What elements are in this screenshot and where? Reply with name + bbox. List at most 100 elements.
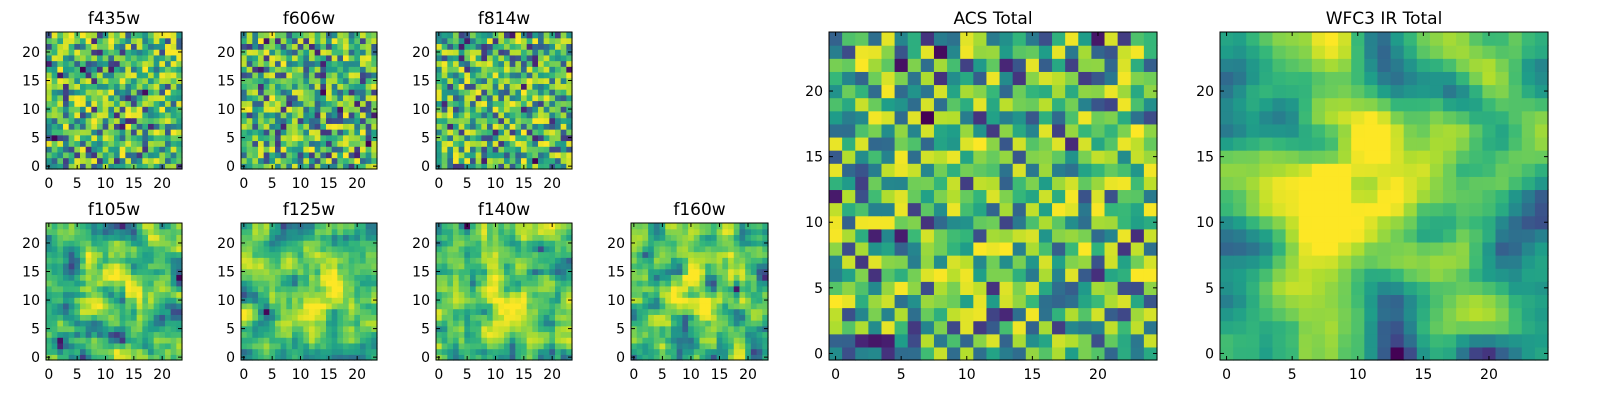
heatmap-cell (154, 55, 160, 61)
heatmap-cell (74, 135, 80, 141)
heatmap-cell (688, 314, 694, 320)
heatmap-cell (442, 95, 448, 101)
heatmap-cell (46, 101, 52, 107)
heatmap-cell (63, 257, 69, 263)
heatmap-cell (476, 274, 482, 280)
heatmap-cell (252, 326, 258, 332)
heatmap-cell (252, 32, 258, 38)
heatmap-cell (1131, 189, 1145, 203)
heatmap-cell (326, 43, 332, 49)
heatmap-cell (1105, 347, 1119, 361)
heatmap-cell (464, 55, 470, 61)
heatmap-cell (1000, 137, 1014, 151)
heatmap-cell (1013, 189, 1027, 203)
heatmap-cell (1000, 294, 1014, 308)
heatmap-cell (252, 146, 258, 152)
heatmap-cell (154, 303, 160, 309)
heatmap-cell (442, 337, 448, 343)
heatmap-cell (86, 349, 92, 355)
heatmap-cell (298, 280, 304, 286)
heatmap-cell (303, 286, 309, 292)
heatmap-cell (97, 129, 103, 135)
heatmap-cell (751, 263, 757, 269)
heatmap-cell (521, 263, 527, 269)
heatmap-cell (493, 320, 499, 326)
heatmap-cell (688, 286, 694, 292)
heatmap-cell (269, 331, 275, 337)
heatmap-cell (895, 176, 909, 190)
heatmap-cell (459, 240, 465, 246)
heatmap-cell (326, 252, 332, 258)
heatmap-cell (470, 146, 476, 152)
heatmap-cell (298, 240, 304, 246)
heatmap-cell (515, 55, 521, 61)
heatmap-cell (315, 101, 321, 107)
heatmap-cell (247, 246, 253, 252)
heatmap-cell (447, 146, 453, 152)
heatmap-cell (80, 61, 86, 67)
heatmap-cell (298, 95, 304, 101)
heatmap-cell (148, 223, 154, 229)
heatmap-cell (544, 66, 550, 72)
heatmap-cell (159, 61, 165, 67)
heatmap-cell (527, 140, 533, 146)
heatmap-cell (326, 292, 332, 298)
heatmap-cell (264, 320, 270, 326)
heatmap-cell (298, 246, 304, 252)
heatmap-cell (80, 269, 86, 275)
heatmap-cell (281, 43, 287, 49)
heatmap-cell (447, 297, 453, 303)
heatmap-cell (464, 234, 470, 240)
heatmap-cell (125, 326, 131, 332)
heatmap-cell (275, 309, 281, 315)
heatmap-cell (487, 314, 493, 320)
heatmap-cell (148, 61, 154, 67)
heatmap-cell (1000, 124, 1014, 138)
heatmap-cell (281, 61, 287, 67)
heatmap-cell (470, 61, 476, 67)
heatmap-cell (453, 274, 459, 280)
heatmap-cell (895, 216, 909, 230)
heatmap-cell (1118, 334, 1132, 348)
heatmap-cell (470, 123, 476, 129)
heatmap-cell (247, 135, 253, 141)
heatmap-cell (637, 286, 643, 292)
heatmap-cell (538, 246, 544, 252)
heatmap-cell (154, 61, 160, 67)
heatmap-cell (527, 240, 533, 246)
heatmap-cell (436, 229, 442, 235)
heatmap-cell (481, 314, 487, 320)
heatmap-cell (515, 66, 521, 72)
heatmap-cell (453, 55, 459, 61)
heatmap-cell (52, 135, 58, 141)
heatmap-cell (69, 297, 75, 303)
heatmap-cell (97, 101, 103, 107)
heatmap-cell (292, 337, 298, 343)
heatmap-cell (1039, 124, 1053, 138)
heatmap-cell (637, 280, 643, 286)
heatmap-cell (654, 292, 660, 298)
heatmap-cell (908, 216, 922, 230)
heatmap-cell (298, 135, 304, 141)
heatmap-cell (1000, 189, 1014, 203)
heatmap-cell (286, 55, 292, 61)
heatmap-cell (63, 274, 69, 280)
heatmap-cell (264, 106, 270, 112)
heatmap-cell (281, 309, 287, 315)
heatmap-cell (326, 61, 332, 67)
heatmap-cell (97, 32, 103, 38)
heatmap-cell (481, 78, 487, 84)
heatmap-cell (532, 61, 538, 67)
heatmap-cell (298, 123, 304, 129)
heatmap-cell (247, 343, 253, 349)
heatmap-cell (711, 286, 717, 292)
heatmap-cell (1052, 334, 1066, 348)
heatmap-cell (241, 280, 247, 286)
heatmap-cell (700, 286, 706, 292)
heatmap-cell (855, 150, 869, 164)
heatmap-cell (881, 321, 895, 335)
heatmap-cell (103, 146, 109, 152)
heatmap-cell (498, 246, 504, 252)
heatmap-cell (515, 297, 521, 303)
heatmap-cell (1131, 321, 1145, 335)
